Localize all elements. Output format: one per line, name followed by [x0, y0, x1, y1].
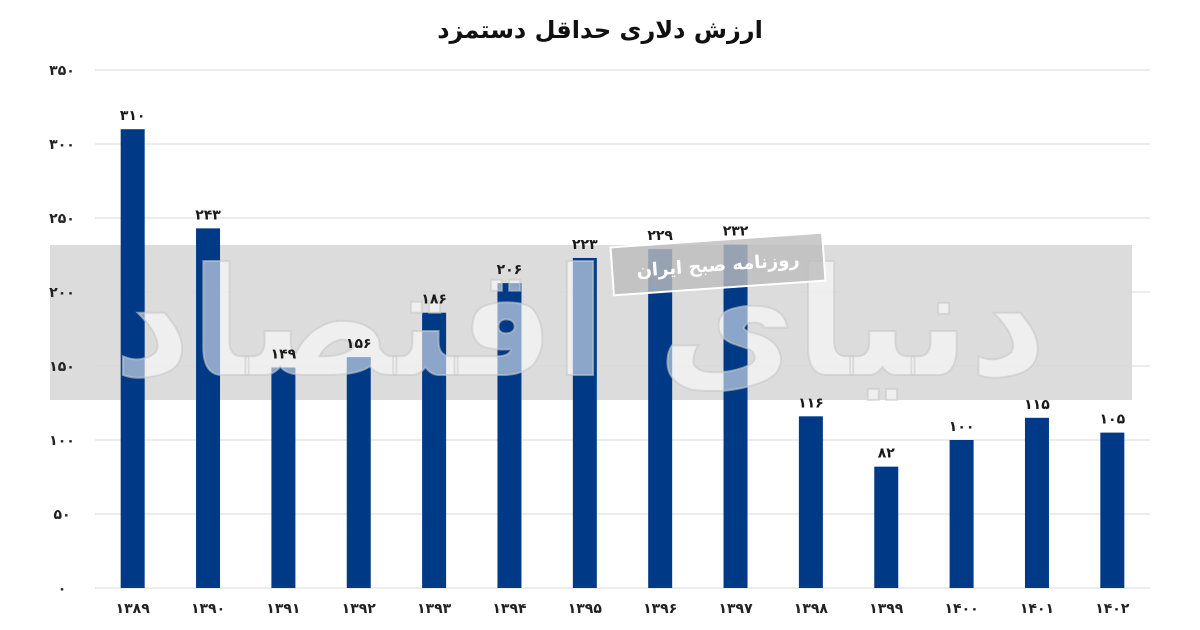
x-tick-label: ۱۳۸۹ [116, 601, 151, 617]
data-label: ۱۰۰ [949, 419, 975, 435]
y-axis-ticks: ۰ ۵۰ ۱۰۰ ۱۵۰ ۲۰۰ ۲۵۰ ۳۰۰ ۳۵۰ [49, 63, 75, 597]
y-tick-label: ۳۵۰ [49, 63, 75, 79]
bar [346, 357, 371, 588]
x-axis-ticks: ۱۳۸۹ ۱۳۹۰ ۱۳۹۱ ۱۳۹۲ ۱۳۹۳ ۱۳۹۴ ۱۳۹۵ ۱۳۹۶ ۱۳۹۷ ۱۳۹۸… [116, 601, 1130, 617]
x-tick-label: ۱۳۹۴ [492, 601, 527, 617]
x-tick-label: ۱۳۹۶ [643, 601, 677, 617]
bar [1024, 417, 1049, 588]
bar [196, 228, 221, 589]
data-label: ۲۲۹ [647, 228, 673, 244]
y-tick-label: ۱۰۰ [49, 433, 75, 449]
y-tick-label: ۳۰۰ [49, 137, 75, 153]
x-tick-label: ۱۳۹۳ [417, 601, 452, 617]
x-tick-label: ۱۴۰۰ [945, 601, 979, 617]
chart-title: ارزش دلاری حداقل دستمزد [437, 16, 763, 44]
bar [120, 129, 145, 588]
y-tick-label: ۲۵۰ [49, 211, 75, 227]
bar [422, 312, 447, 588]
data-label: ۲۲۳ [572, 237, 598, 253]
x-tick-label: ۱۳۹۰ [191, 601, 225, 617]
data-label: ۱۸۶ [421, 292, 447, 308]
bar [723, 244, 748, 588]
x-tick-label: ۱۴۰۲ [1095, 601, 1130, 617]
data-labels: ۳۱۰ ۲۴۳ ۱۴۹ ۱۵۶ ۱۸۶ ۲۰۶ ۲۲۳ ۲۲۹ ۲۳۲ ۱۱۶ ۸۲ ۱۰۰ ۱۱۵ ۱۰… [120, 108, 1126, 461]
data-label: ۳۱۰ [120, 108, 146, 124]
y-tick-label: ۱۵۰ [49, 359, 75, 375]
bar [798, 416, 823, 588]
watermark-strip [609, 231, 827, 297]
y-tick-label: ۵۰ [53, 507, 70, 523]
data-label: ۸۲ [878, 446, 896, 462]
x-tick-label: ۱۳۹۸ [794, 601, 829, 617]
x-tick-label: ۱۴۰۱ [1020, 601, 1054, 617]
bars [120, 129, 1125, 589]
y-tick-label: ۲۰۰ [49, 285, 75, 301]
data-label: ۱۵۶ [346, 336, 372, 352]
bar [1100, 432, 1125, 588]
bar [271, 367, 296, 588]
data-label: ۱۱۶ [798, 395, 824, 411]
watermark-brand-text: دنیای اقتصاد [114, 237, 1047, 411]
data-label: ۲۴۳ [195, 207, 221, 223]
x-tick-label: ۱۳۹۹ [869, 601, 904, 617]
bar [648, 249, 673, 588]
data-label: ۱۰۵ [1100, 412, 1126, 428]
bar [497, 283, 522, 588]
data-label: ۱۴۹ [271, 346, 297, 362]
x-tick-label: ۱۳۹۵ [568, 601, 603, 617]
bar [874, 466, 899, 588]
data-label: ۱۱۵ [1024, 397, 1050, 413]
x-tick-label: ۱۳۹۱ [266, 601, 300, 617]
y-tick-label: ۰ [58, 581, 67, 597]
bar [572, 257, 597, 588]
data-label: ۲۰۶ [497, 262, 523, 278]
x-tick-label: ۱۳۹۲ [342, 601, 377, 617]
x-tick-label: ۱۳۹۷ [718, 601, 753, 617]
bar [949, 440, 974, 588]
data-label: ۲۳۲ [723, 224, 749, 240]
